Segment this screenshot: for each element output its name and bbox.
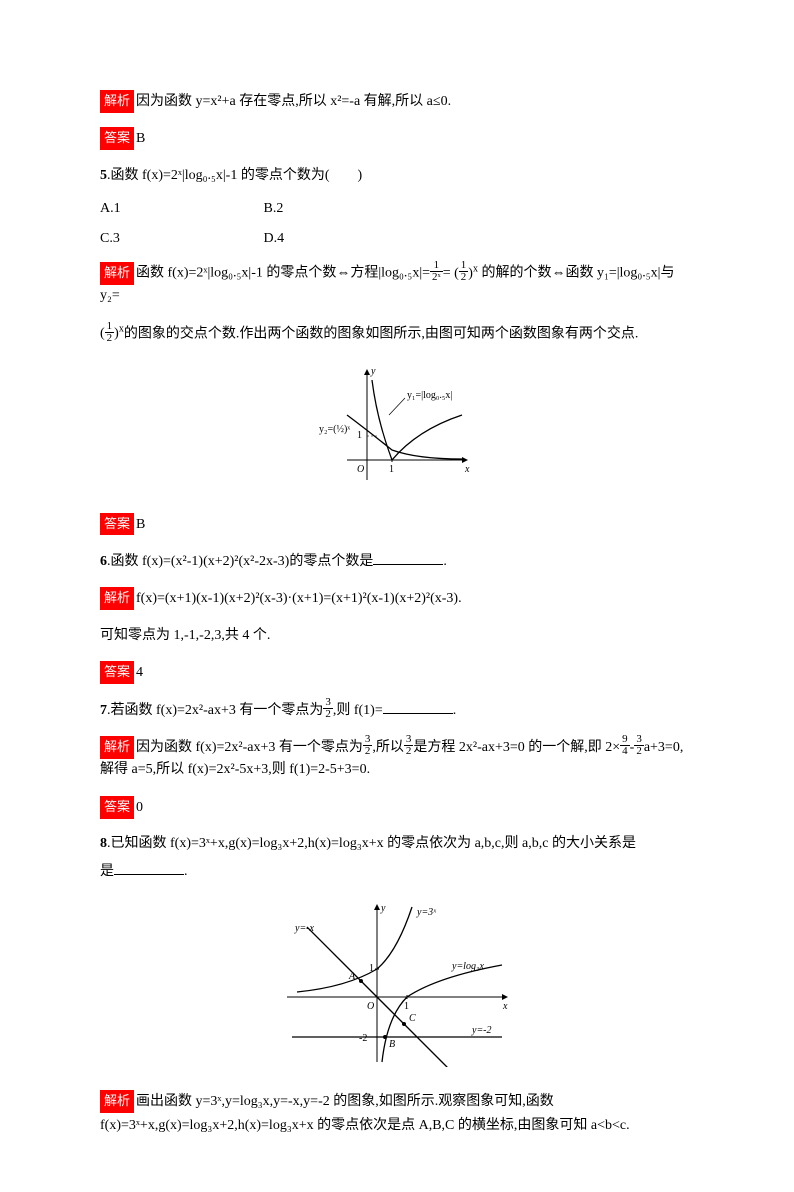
analysis-tag: 解析 bbox=[100, 736, 134, 759]
blank bbox=[373, 550, 443, 565]
svg-text:y=-2: y=-2 bbox=[471, 1025, 492, 1036]
q8-text: .已知函数 f(x)=3ˣ+x,g(x)=log₃x+2,h(x)=log₃x+… bbox=[107, 836, 636, 851]
svg-text:O: O bbox=[367, 1001, 374, 1012]
q5-ana-paren: (12)x bbox=[454, 266, 478, 281]
q8-ana-b: f(x)=3ˣ+x,g(x)=log₃x+2,h(x)=log₃x+x 的零点依… bbox=[100, 1118, 630, 1133]
blank bbox=[383, 699, 453, 714]
svg-text:A: A bbox=[348, 971, 356, 982]
q6-analysis: 解析f(x)=(x+1)(x-1)(x+2)²(x-3)·(x+1)=(x+1)… bbox=[100, 587, 694, 610]
q5-ana-line2: 的图象的交点个数.作出两个函数的图象如图所示,由图可知两个函数图象有两个交点. bbox=[124, 326, 639, 341]
analysis-tag: 解析 bbox=[100, 262, 134, 285]
q8-number: 8 bbox=[100, 836, 107, 851]
q8-figure: A B C O 1 1 -2 y x y=3ˣ y=-x y=log₃x y=-… bbox=[100, 897, 694, 1072]
q7-text-b: ,则 f(1)= bbox=[333, 703, 383, 718]
svg-text:1: 1 bbox=[357, 430, 362, 441]
svg-text:y=-x: y=-x bbox=[294, 923, 315, 934]
q7-answer-value: 0 bbox=[136, 800, 143, 815]
svg-text:y₁=|log₀.₅x|: y₁=|log₀.₅x| bbox=[407, 390, 452, 401]
blank bbox=[114, 860, 184, 875]
q5-answer: 答案B bbox=[100, 513, 694, 536]
q5-options-row1: A.1 B.2 bbox=[100, 201, 694, 217]
frac: 32 bbox=[634, 734, 644, 757]
frac: 32 bbox=[323, 697, 333, 720]
answer-tag: 答案 bbox=[100, 796, 134, 819]
q5-stem: 5.函数 f(x)=2ˣ|log₀.₅x|-1 的零点个数为( ) bbox=[100, 165, 694, 187]
svg-text:y: y bbox=[380, 903, 386, 914]
q6-ana-text2: 可知零点为 1,-1,-2,3,共 4 个. bbox=[100, 628, 270, 643]
q5-figure: 1 1 O y x y₁=|log₀.₅x| y₂=(½)ˣ bbox=[100, 360, 694, 495]
q5-number: 5 bbox=[100, 168, 107, 183]
q6-answer-value: 4 bbox=[136, 665, 143, 680]
q7-stem: 7.若函数 f(x)=2x²-ax+3 有一个零点为32,则 f(1)=. bbox=[100, 699, 694, 722]
svg-text:O: O bbox=[357, 464, 364, 475]
svg-text:y=log₃x: y=log₃x bbox=[451, 961, 484, 972]
q5-option-b: B.2 bbox=[264, 201, 284, 217]
q6-answer: 答案4 bbox=[100, 661, 694, 684]
svg-text:1: 1 bbox=[369, 963, 374, 974]
svg-text:y: y bbox=[370, 366, 376, 377]
analysis-tag: 解析 bbox=[100, 90, 134, 113]
svg-text:C: C bbox=[409, 1013, 416, 1024]
q6-analysis2: 可知零点为 1,-1,-2,3,共 4 个. bbox=[100, 625, 694, 647]
frac: 12ˣ bbox=[430, 260, 443, 283]
q8-stem2: 是. bbox=[100, 860, 694, 883]
q8-ana-a: 画出函数 y=3ˣ,y=log₃x,y=-x,y=-2 的图象,如图所示.观察图… bbox=[136, 1094, 554, 1109]
q5-options-row2: C.3 D.4 bbox=[100, 231, 694, 247]
svg-text:y₂=(½)ˣ: y₂=(½)ˣ bbox=[319, 424, 350, 435]
analysis-tag: 解析 bbox=[100, 587, 134, 610]
analysis-tag: 解析 bbox=[100, 1090, 134, 1113]
frac: 94 bbox=[620, 734, 630, 757]
q7-ana-b: ,所以 bbox=[372, 740, 404, 755]
answer-tag: 答案 bbox=[100, 127, 134, 150]
q4-answer-value: B bbox=[136, 131, 145, 146]
svg-text:B: B bbox=[389, 1039, 395, 1050]
q5-option-d: D.4 bbox=[264, 231, 285, 247]
q5-analysis-2: (12)x的图象的交点个数.作出两个函数的图象如图所示,由图可知两个函数图象有两… bbox=[100, 322, 694, 346]
q4-analysis-text: 因为函数 y=x²+a 存在零点,所以 x²=-a 有解,所以 a≤0. bbox=[136, 94, 451, 109]
frac: 32 bbox=[404, 734, 414, 757]
q5-option-c: C.3 bbox=[100, 231, 260, 247]
svg-text:1: 1 bbox=[389, 464, 394, 475]
q4-answer: 答案B bbox=[100, 127, 694, 150]
frac: 32 bbox=[363, 734, 373, 757]
svg-text:x: x bbox=[502, 1001, 508, 1012]
q5-answer-value: B bbox=[136, 517, 145, 532]
q6-stem: 6.函数 f(x)=(x²-1)(x+2)²(x²-2x-3)的零点个数是. bbox=[100, 550, 694, 573]
q7-analysis: 解析因为函数 f(x)=2x²-ax+3 有一个零点为32,所以32是方程 2x… bbox=[100, 736, 694, 782]
q7-text-a: .若函数 f(x)=2x²-ax+3 有一个零点为 bbox=[107, 703, 323, 718]
q5-text: .函数 f(x)=2ˣ|log₀.₅x|-1 的零点个数为( ) bbox=[107, 168, 362, 183]
q8-stem: 8.已知函数 f(x)=3ˣ+x,g(x)=log₃x+2,h(x)=log₃x… bbox=[100, 833, 694, 855]
q5-ana-parenb: (12)x bbox=[100, 326, 124, 341]
q7-ana-c: 是方程 2x²-ax+3=0 的一个解,即 2× bbox=[413, 740, 620, 755]
q6-ana-text: f(x)=(x+1)(x-1)(x+2)²(x-3)·(x+1)=(x+1)²(… bbox=[136, 591, 462, 606]
q5-option-a: A.1 bbox=[100, 201, 260, 217]
q8-analysis: 解析画出函数 y=3ˣ,y=log₃x,y=-x,y=-2 的图象,如图所示.观… bbox=[100, 1090, 694, 1113]
q4-analysis: 解析因为函数 y=x²+a 存在零点,所以 x²=-a 有解,所以 a≤0. bbox=[100, 90, 694, 113]
q7-number: 7 bbox=[100, 703, 107, 718]
q5-ana-eq: = bbox=[443, 266, 451, 281]
svg-text:x: x bbox=[464, 464, 470, 475]
answer-tag: 答案 bbox=[100, 661, 134, 684]
q5-analysis: 解析函数 f(x)=2ˣ|log₀.₅x|-1 的零点个数⇔方程|log₀.₅x… bbox=[100, 261, 694, 307]
q6-number: 6 bbox=[100, 554, 107, 569]
answer-tag: 答案 bbox=[100, 513, 134, 536]
svg-text:1: 1 bbox=[404, 1001, 409, 1012]
q7-ana-a: 因为函数 f(x)=2x²-ax+3 有一个零点为 bbox=[136, 740, 363, 755]
q5-ana-1: 函数 f(x)=2ˣ|log₀.₅x|-1 的零点个数⇔方程|log₀.₅x|= bbox=[136, 266, 430, 281]
q8-analysis2: f(x)=3ˣ+x,g(x)=log₃x+2,h(x)=log₃x+x 的零点依… bbox=[100, 1115, 694, 1137]
svg-text:-2: -2 bbox=[359, 1033, 367, 1044]
q6-text: .函数 f(x)=(x²-1)(x+2)²(x²-2x-3)的零点个数是 bbox=[107, 554, 373, 569]
q7-answer: 答案0 bbox=[100, 796, 694, 819]
svg-text:y=3ˣ: y=3ˣ bbox=[416, 907, 437, 918]
